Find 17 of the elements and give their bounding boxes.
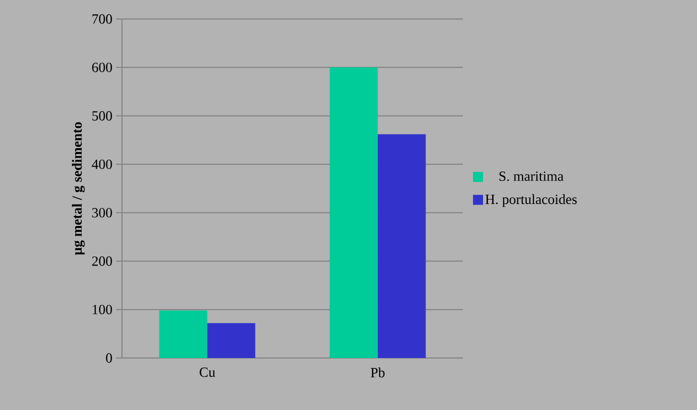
y-tick-label: 600	[92, 62, 112, 72]
legend-label: H. portulacoides	[485, 194, 577, 207]
y-tick-label: 300	[92, 208, 112, 218]
x-tick-label: Cu	[200, 368, 216, 377]
bar	[330, 67, 378, 358]
y-axis-title: µg metal / g sedimento	[72, 122, 85, 256]
y-tick-label: 500	[92, 111, 112, 121]
y-tick-label: 700	[92, 14, 112, 24]
bar	[378, 134, 426, 358]
y-tick-label: 200	[92, 256, 112, 266]
y-tick-label: 400	[92, 160, 112, 169]
y-tick-label: 0	[106, 353, 112, 363]
x-tick-label: Pb	[370, 368, 385, 378]
legend-label: S. maritima	[500, 172, 564, 181]
bar	[207, 323, 256, 358]
bar	[159, 310, 208, 358]
y-tick-label: 100	[92, 304, 112, 314]
